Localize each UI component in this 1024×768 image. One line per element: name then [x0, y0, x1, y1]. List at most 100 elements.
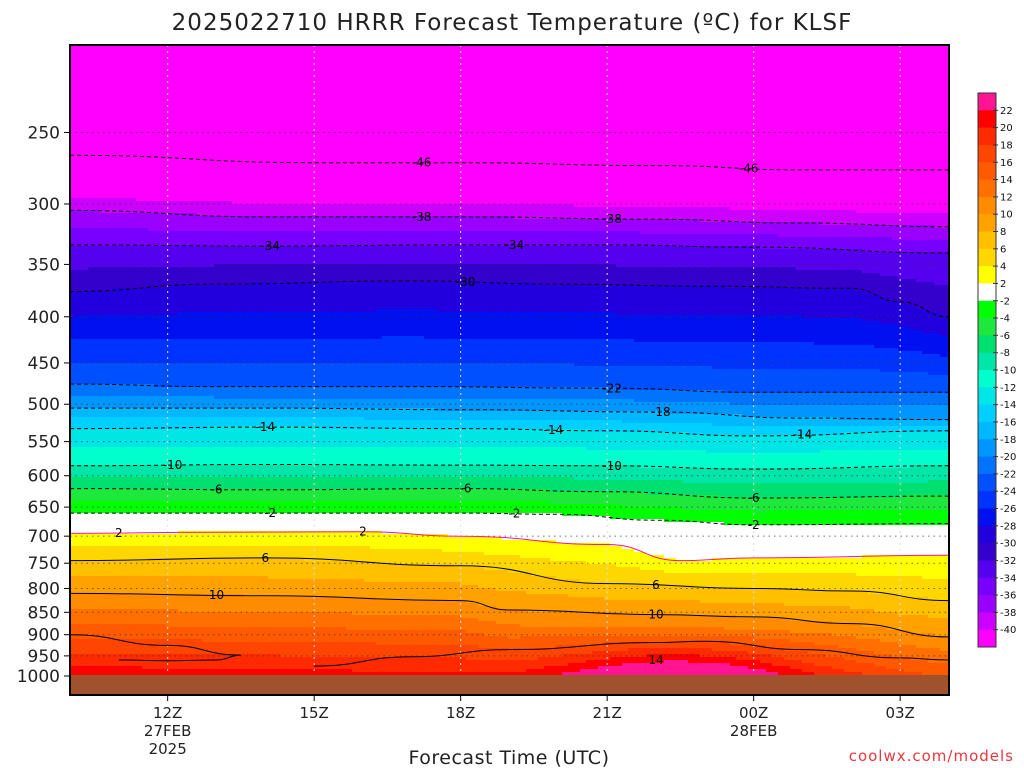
field-cell [928, 45, 935, 214]
field-cell [424, 465, 431, 478]
field-cell [220, 465, 227, 478]
field-cell [496, 216, 503, 232]
field-cell [574, 312, 581, 340]
field-cell [352, 630, 359, 643]
field-cell [76, 561, 83, 577]
field-cell [208, 285, 215, 313]
field-cell [772, 603, 779, 619]
field-cell [886, 525, 893, 556]
field-cell [598, 465, 605, 481]
field-cell [298, 264, 305, 283]
field-cell [364, 561, 371, 583]
field-cell [790, 417, 797, 427]
field-cell [268, 264, 275, 283]
field-cell [754, 525, 761, 559]
field-cell [418, 447, 425, 466]
field-cell [562, 231, 569, 247]
field-cell [202, 45, 209, 202]
field-cell [562, 429, 569, 448]
field-cell [430, 363, 437, 388]
field-cell [94, 408, 101, 418]
field-cell [778, 453, 785, 469]
field-cell [82, 339, 89, 364]
field-cell [154, 447, 161, 466]
field-cell [370, 408, 377, 421]
field-cell [418, 336, 425, 364]
field-cell [682, 600, 689, 616]
field-cell [214, 399, 221, 409]
field-cell [808, 510, 815, 526]
field-cell [928, 240, 935, 253]
field-cell [172, 669, 179, 677]
field-cell [940, 420, 947, 427]
field-cell [868, 525, 875, 556]
field-cell [376, 645, 383, 658]
field-cell [484, 588, 491, 607]
field-cell [256, 513, 263, 532]
field-cell [682, 636, 689, 643]
field-cell [898, 405, 905, 421]
field-cell [838, 237, 845, 250]
field-cell [724, 525, 731, 559]
field-cell [862, 450, 869, 469]
field-cell [364, 546, 371, 562]
field-cell [520, 573, 527, 592]
field-cell [142, 513, 149, 535]
field-cell [472, 363, 479, 388]
field-cell [520, 513, 527, 541]
field-cell [454, 600, 461, 616]
colorbar-label: 2 [1000, 279, 1006, 290]
field-cell [532, 399, 539, 412]
field-cell [454, 537, 461, 553]
field-cell [718, 636, 725, 643]
field-cell [766, 405, 773, 418]
field-cell [622, 585, 629, 601]
field-cell [580, 219, 587, 232]
field-cell [478, 606, 485, 622]
field-cell [898, 393, 905, 406]
field-cell [910, 660, 917, 673]
field-cell [364, 597, 371, 616]
field-cell [544, 636, 551, 649]
field-cell [436, 513, 443, 535]
field-cell [292, 546, 299, 559]
field-cell [364, 312, 371, 340]
field-cell [88, 246, 95, 268]
field-cell [100, 429, 107, 448]
field-cell [862, 510, 869, 526]
field-cell [202, 339, 209, 364]
field-cell [256, 216, 263, 232]
field-cell [928, 555, 935, 580]
field-cell [148, 477, 155, 490]
field-cell [202, 417, 209, 430]
field-cell [616, 612, 623, 628]
field-cell [892, 426, 899, 433]
field-cell [100, 489, 107, 502]
field-cell [202, 642, 209, 655]
field-cell [784, 237, 791, 250]
field-cell [562, 204, 569, 220]
field-cell [136, 213, 143, 229]
field-cell [100, 267, 107, 292]
field-cell [376, 564, 383, 583]
field-cell [424, 513, 431, 535]
field-cell [70, 318, 77, 340]
field-cell [448, 312, 455, 340]
field-cell [766, 639, 773, 649]
field-cell [772, 210, 779, 223]
field-cell [370, 45, 377, 205]
field-cell [172, 408, 179, 418]
field-cell [550, 504, 557, 514]
field-cell [196, 489, 203, 502]
field-cell [136, 477, 143, 490]
field-cell [190, 267, 197, 286]
field-cell [874, 213, 881, 226]
field-cell [922, 213, 929, 226]
field-cell [376, 429, 383, 448]
field-cell [70, 417, 77, 430]
field-cell [520, 411, 527, 421]
field-cell [460, 429, 467, 448]
field-cell [490, 555, 497, 571]
field-cell [310, 447, 317, 466]
field-cell [220, 642, 227, 655]
